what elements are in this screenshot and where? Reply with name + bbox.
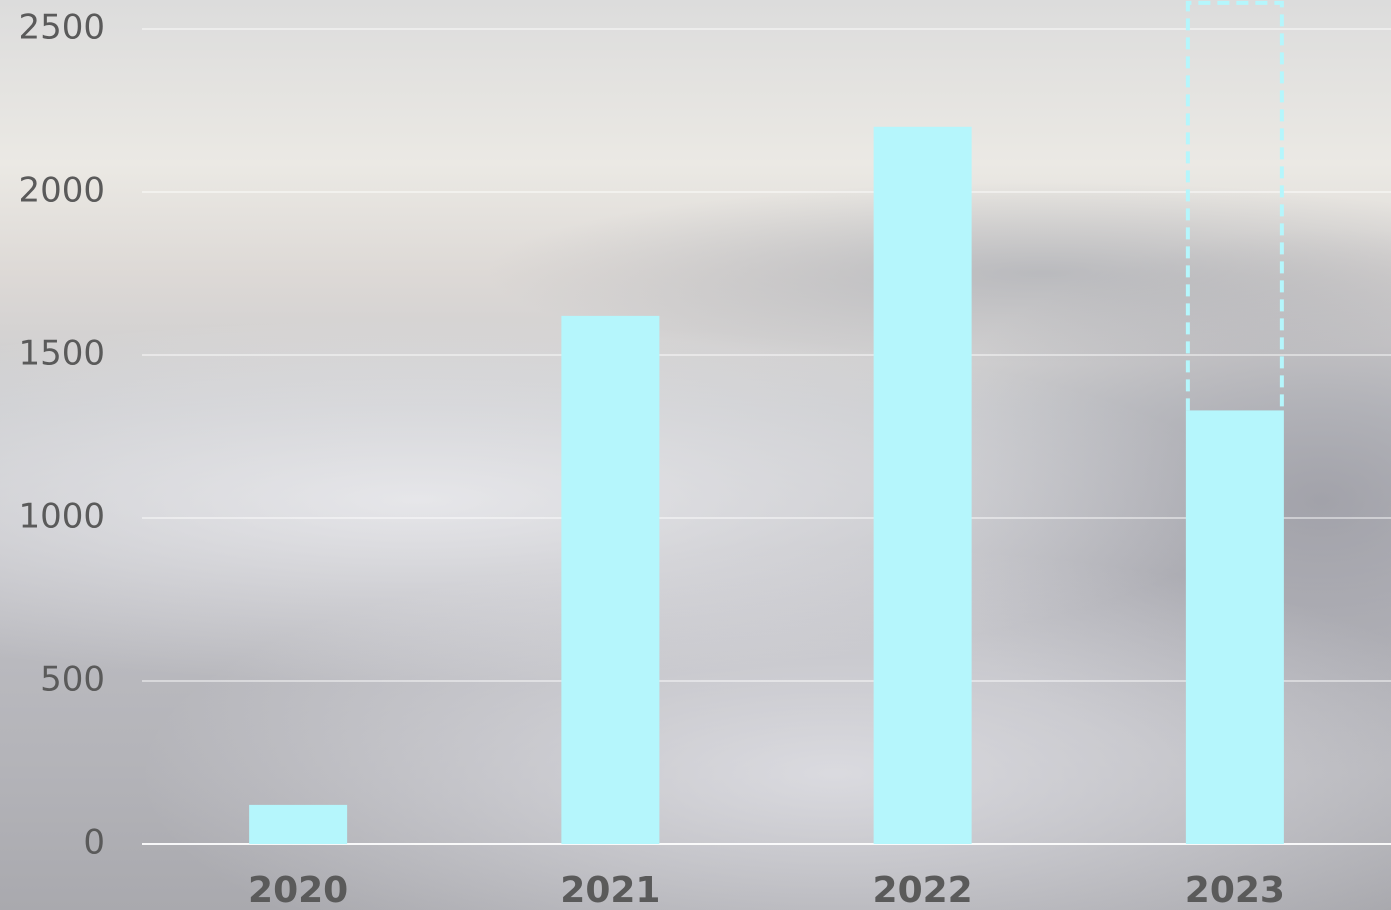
- y-tick-label: 1000: [18, 497, 105, 537]
- x-tick-label: 2021: [560, 870, 660, 910]
- bar: [561, 315, 660, 844]
- x-tick-label: 2020: [248, 870, 348, 910]
- y-tick-label: 1500: [18, 334, 105, 374]
- bar: [873, 126, 972, 845]
- y-tick-label: 0: [83, 823, 105, 863]
- y-tick-label: 2500: [18, 8, 105, 48]
- dashed-outline: [1185, 0, 1284, 411]
- y-tick-label: 500: [40, 660, 105, 700]
- x-tick-label: 2022: [873, 870, 973, 910]
- y-tick-label: 2000: [18, 171, 105, 211]
- bar: [249, 804, 348, 844]
- x-tick-label: 2023: [1185, 870, 1285, 910]
- bar: [1185, 410, 1284, 844]
